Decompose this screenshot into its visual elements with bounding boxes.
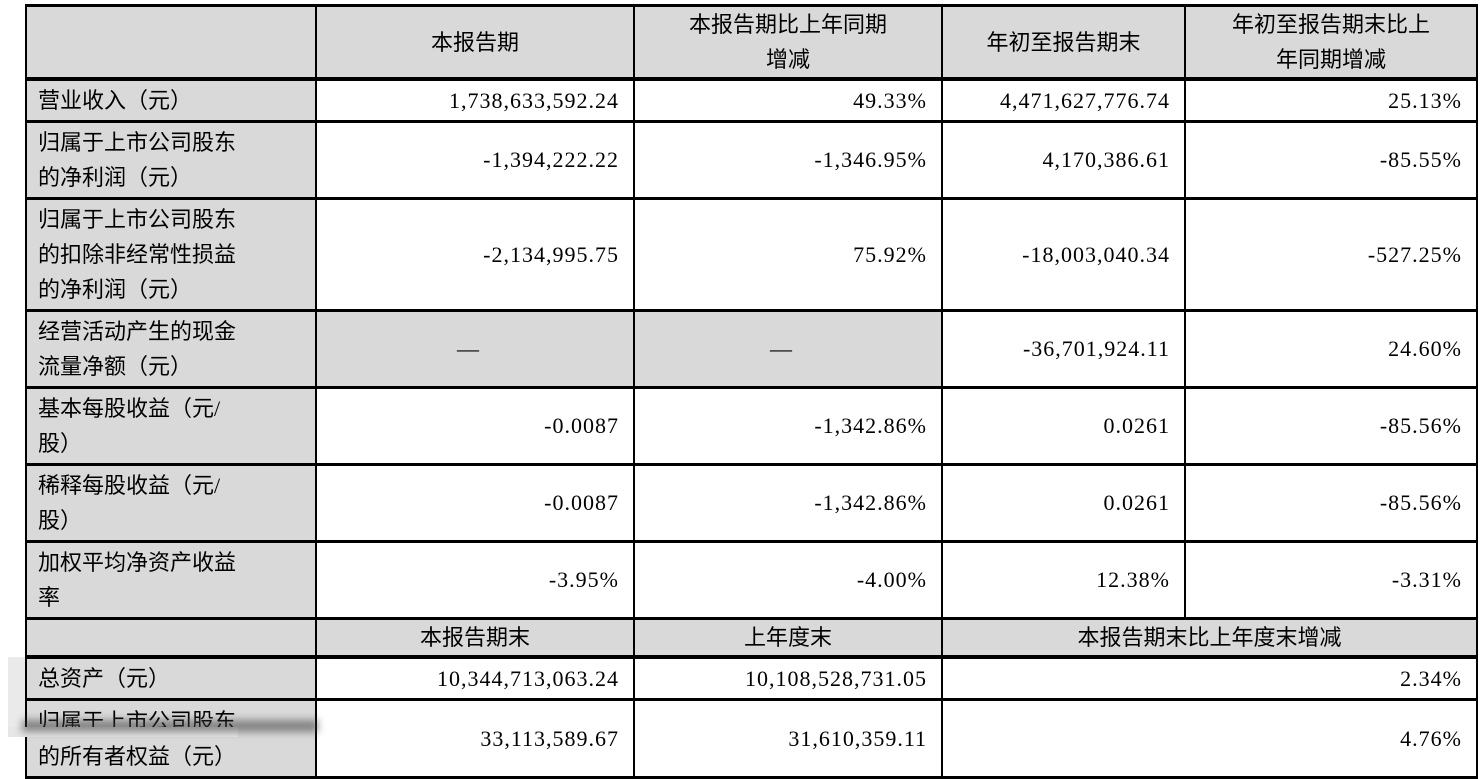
screenshot-edge-artifact-bottom [8,727,238,737]
cell-value: 4,170,386.61 [941,120,1186,200]
table-row-operating-cash-flow: 经营活动产生的现金 流量净额（元） — — -36,701,924.11 24.… [25,309,1478,389]
cell-value: 0.0261 [941,463,1186,543]
table-row-owners-equity: 归属于上市公司股东 的所有者权益（元） 33,113,589.67 31,610… [25,698,1478,779]
blurred-bottom-border-artifact [22,720,318,732]
table-row-diluted-eps: 稀释每股收益（元/ 股） -0.0087 -1,342.86% 0.0261 -… [25,463,1478,543]
cell-value: -1,346.95% [633,120,943,200]
column-header-period-end-change: 本报告期末比上年度末增减 [941,617,1478,659]
row-label: 总资产（元） [25,655,317,701]
cell-value: -2,134,995.75 [315,197,635,312]
header-corner-cell [25,4,317,81]
cell-value: -1,342.86% [633,386,943,466]
cell-value: 25.13% [1184,77,1478,123]
cell-value: 10,108,528,731.05 [633,655,943,701]
cell-value: 49.33% [633,77,943,123]
column-header-ytd-change: 年初至报告期末比上 年同期增减 [1184,4,1478,81]
cell-value: -4.00% [633,540,943,620]
cell-value-na: — [633,309,943,389]
cell-value: -0.0087 [315,463,635,543]
cell-value: 75.92% [633,197,943,312]
table-row-total-assets: 总资产（元） 10,344,713,063.24 10,108,528,731.… [25,655,1478,701]
table-row-revenue: 营业收入（元） 1,738,633,592.24 49.33% 4,471,62… [25,77,1478,123]
cell-value: -0.0087 [315,386,635,466]
financial-summary-table: 本报告期 本报告期比上年同期 增减 年初至报告期末 年初至报告期末比上 年同期增… [25,4,1478,779]
screenshot-edge-artifact-left [8,657,25,737]
cell-value-na: — [315,309,635,389]
row-label: 稀释每股收益（元/ 股） [25,463,317,543]
header-corner-cell [25,617,317,659]
row-label: 基本每股收益（元/ 股） [25,386,317,466]
cell-value: -1,342.86% [633,463,943,543]
cell-value: -85.56% [1184,463,1478,543]
header-row-period: 本报告期 本报告期比上年同期 增减 年初至报告期末 年初至报告期末比上 年同期增… [25,4,1478,81]
cell-value: 33,113,589.67 [315,698,635,779]
table-row-basic-eps: 基本每股收益（元/ 股） -0.0087 -1,342.86% 0.0261 -… [25,386,1478,466]
cell-value: 10,344,713,063.24 [315,655,635,701]
cell-value: 31,610,359.11 [633,698,943,779]
column-header-current-period: 本报告期 [315,4,635,81]
column-header-prior-year-end: 上年度末 [633,617,943,659]
row-label: 归属于上市公司股东 的净利润（元） [25,120,317,200]
row-label: 归属于上市公司股东 的扣除非经常性损益 的净利润（元） [25,197,317,312]
cell-value: -18,003,040.34 [941,197,1186,312]
cell-value: 2.34% [941,655,1478,701]
column-header-ytd: 年初至报告期末 [941,4,1186,81]
cell-value: 1,738,633,592.24 [315,77,635,123]
row-label: 营业收入（元） [25,77,317,123]
table-row-deducted-net-profit: 归属于上市公司股东 的扣除非经常性损益 的净利润（元） -2,134,995.7… [25,197,1478,312]
cell-value: -3.31% [1184,540,1478,620]
cell-value: -85.56% [1184,386,1478,466]
cell-value: 24.60% [1184,309,1478,389]
table-row-weighted-avg-roe: 加权平均净资产收益 率 -3.95% -4.00% 12.38% -3.31% [25,540,1478,620]
cell-value: -36,701,924.11 [941,309,1186,389]
column-header-yoy-change: 本报告期比上年同期 增减 [633,4,943,81]
table-row-net-profit: 归属于上市公司股东 的净利润（元） -1,394,222.22 -1,346.9… [25,120,1478,200]
cell-value: -3.95% [315,540,635,620]
cell-value: 0.0261 [941,386,1186,466]
cell-value: 4,471,627,776.74 [941,77,1186,123]
row-label: 加权平均净资产收益 率 [25,540,317,620]
cell-value: -1,394,222.22 [315,120,635,200]
column-header-period-end: 本报告期末 [315,617,635,659]
cell-value: -527.25% [1184,197,1478,312]
cell-value: -85.55% [1184,120,1478,200]
header-row-eoy: 本报告期末 上年度末 本报告期末比上年度末增减 [25,617,1478,659]
row-label: 归属于上市公司股东 的所有者权益（元） [25,698,317,779]
cell-value: 4.76% [941,698,1478,779]
row-label: 经营活动产生的现金 流量净额（元） [25,309,317,389]
cell-value: 12.38% [941,540,1186,620]
